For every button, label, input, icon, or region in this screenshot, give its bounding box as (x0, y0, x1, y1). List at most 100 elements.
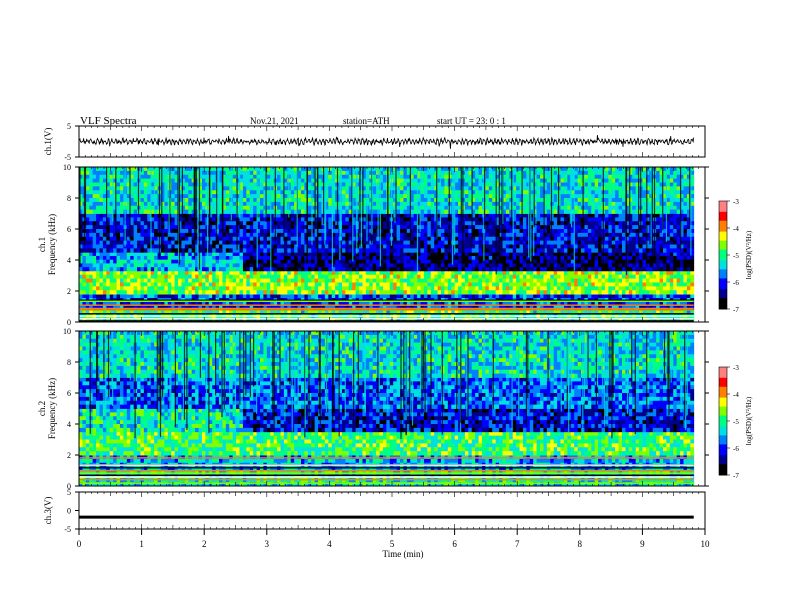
ch1-spec-cell (242, 255, 247, 261)
ch1-spec-cell (618, 290, 623, 295)
ch1-spec-cell (594, 301, 599, 307)
ch1-spec-cell (396, 282, 401, 287)
ch1-spec-cell (645, 232, 650, 238)
ch1-spec-cell (297, 290, 302, 295)
ch1-spec-cell (154, 294, 158, 299)
ch1-spec-cell (273, 278, 278, 283)
ch1-spec-cell (140, 259, 145, 264)
ch1-spec-cell (335, 267, 339, 272)
ch1-spec-cell (423, 229, 428, 234)
ch1-spec-cell (444, 274, 449, 280)
ch1-spec-cell (666, 225, 671, 230)
ch1-spec-cell (464, 236, 469, 242)
ch1-spec-cell (355, 255, 360, 261)
ch1-spec-cell (324, 248, 329, 253)
ch1-spec-cell (669, 240, 674, 245)
ch1-spec-cell (632, 252, 637, 257)
ch1-spec-cell (420, 294, 425, 299)
ch1-spec-cell (82, 270, 87, 276)
ch1-spec-cell (608, 225, 613, 230)
ch1-spec-cell (150, 290, 155, 295)
ch1-spec-cell (553, 290, 558, 295)
ch1-spec-cell (294, 286, 298, 291)
ch1-spec-cell (372, 236, 377, 242)
ch1-spec-cell (676, 282, 681, 287)
ch1-spec-cell (512, 274, 517, 280)
ch1-spec-cell (464, 229, 469, 234)
ch1-spec-cell (461, 294, 466, 299)
ch1-spec-cell (574, 270, 579, 276)
ch1-spec-cell (181, 221, 186, 226)
ch1-spec-cell (89, 301, 94, 307)
ch1-spec-cell (382, 217, 387, 222)
ch1-spec-cell (273, 286, 278, 291)
ch1-spec-cell (331, 263, 336, 268)
ch1-spec-cell (574, 301, 579, 307)
ch1-spec-cell (297, 252, 302, 257)
ch1-spec-cell (622, 213, 626, 218)
ch1-spec-cell (225, 232, 230, 238)
ch1-spec-cell (563, 270, 568, 276)
ch1-spec-cell (331, 252, 336, 257)
ch1-spec-cell (509, 255, 514, 261)
ch1-spec-cell (468, 270, 473, 276)
ch1-spec-cell (458, 301, 462, 307)
ch1-spec-cell (348, 252, 353, 257)
ch1-spec-cell (164, 282, 169, 287)
ch1-spec-cell (601, 267, 606, 272)
ch1-spec-cell (294, 244, 298, 249)
ch1-spec-cell (669, 317, 674, 323)
ch1-spec-cell (280, 248, 285, 253)
ch1-spec-cell (277, 282, 281, 287)
ch1-spec-cell (178, 278, 182, 283)
ch1-spec-cell (232, 282, 237, 287)
ch1-spec-cell (242, 236, 247, 242)
ch1-spec-cell (372, 267, 377, 272)
ch1-spec-cell (270, 248, 275, 253)
ch1-spec-cell (553, 259, 558, 264)
ch1-spec-cell (79, 236, 83, 242)
ch1-spec-cell (410, 263, 415, 268)
ch1-spec-cell (526, 267, 531, 272)
ch1-spec-cell (113, 229, 117, 234)
ch1-spec-cell (451, 317, 456, 323)
ch1-spec-cell (143, 255, 148, 261)
ch1-spec-cell (464, 278, 469, 283)
ch1-spec-cell (140, 236, 145, 242)
ch1-spec-cell (502, 290, 507, 295)
ch1-spec-cell (113, 294, 117, 299)
ch1-spec-cell (294, 217, 298, 222)
ch1-spec-cell (89, 270, 94, 276)
ch1-spec-cell (126, 225, 131, 230)
ch1-spec-cell (270, 252, 275, 257)
ch1-spec-cell (379, 294, 384, 299)
ch1-spec-cell (222, 240, 227, 245)
ch1-spec-cell (205, 317, 210, 323)
ch1-spec-cell (311, 286, 316, 291)
ch1-spec-cell (604, 301, 609, 307)
ch1-spec-cell (420, 240, 425, 245)
ch1-spec-cell (85, 213, 90, 218)
ch1-spec-cell (324, 278, 329, 283)
ch1-spec-cell (263, 248, 268, 253)
ch1-spec-cell (229, 252, 234, 257)
ch1-spec-cell (632, 278, 637, 283)
ch1-spec-cell (673, 263, 678, 268)
ch1-spec-cell (352, 282, 357, 287)
ch1-spec-cell (352, 229, 357, 234)
ch1-spec-cell (604, 217, 609, 222)
ch1-spec-cell (567, 229, 572, 234)
ch1-spec-cell (464, 225, 469, 230)
ch1-spec-cell (362, 259, 367, 264)
ch1-spec-cell (174, 252, 179, 257)
ch1-spec-cell (174, 259, 179, 264)
ch1-spec-cell (96, 225, 100, 230)
ch1-spec-cell (567, 259, 572, 264)
ch1-spec-cell (622, 240, 626, 245)
ch1-spec-cell (335, 263, 339, 268)
ch1-spec-cell (304, 225, 309, 230)
ch1-spec-cell (355, 267, 360, 272)
ch1-spec-cell (663, 225, 667, 230)
ch1-spec-cell (215, 267, 220, 272)
